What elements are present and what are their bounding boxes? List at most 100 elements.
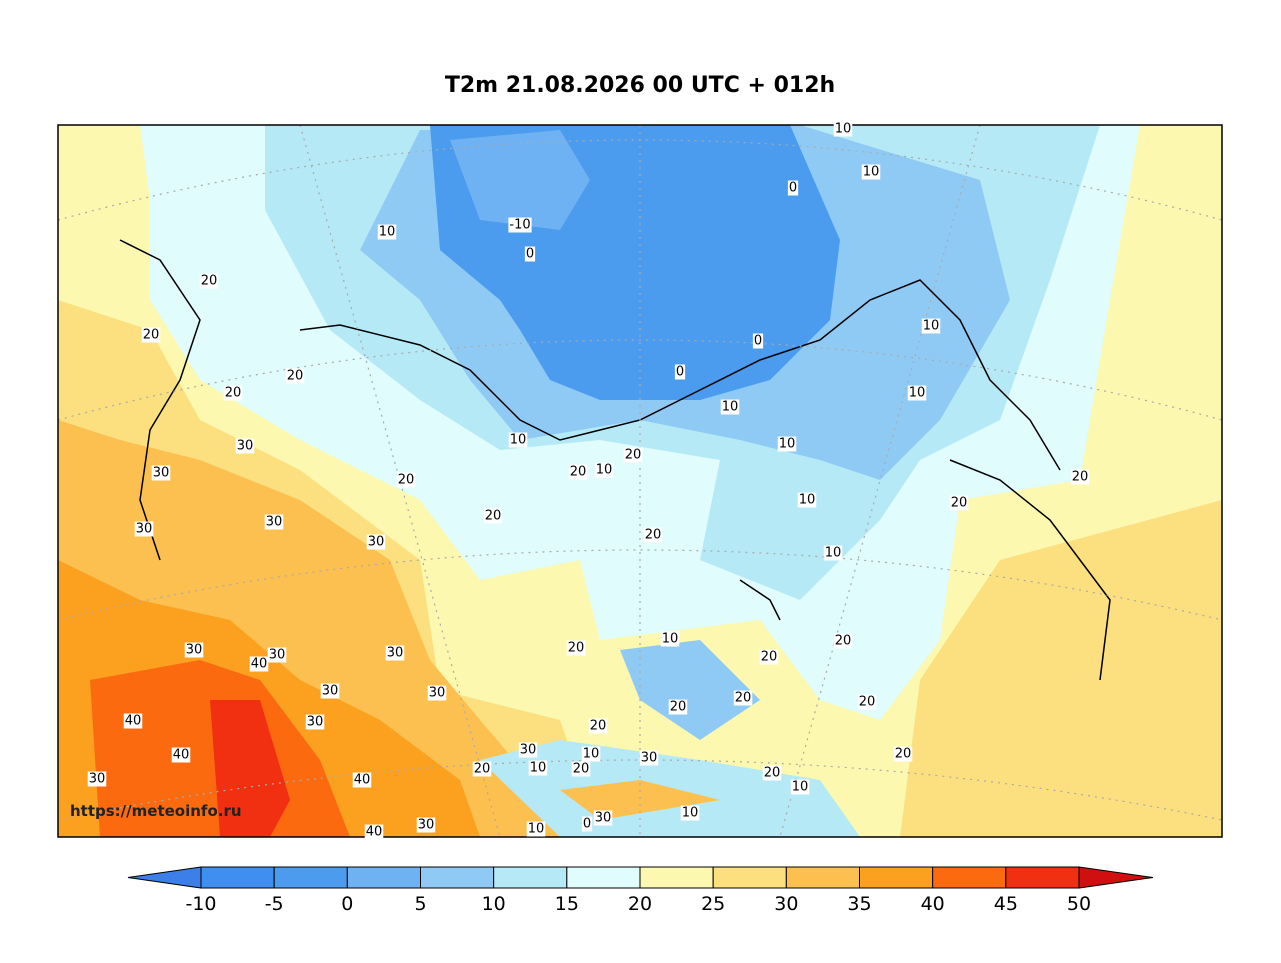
colorbar-tick-label: 5 <box>414 893 426 915</box>
contour-label: 30 <box>322 684 339 699</box>
contour-label-bg <box>427 685 447 701</box>
contour-label-bg <box>752 333 764 349</box>
contour-label: 20 <box>951 496 968 511</box>
contour-label-bg <box>674 364 686 380</box>
colorbar-segment <box>712 866 787 889</box>
contour-label: 30 <box>307 715 324 730</box>
colorbar-segment <box>420 866 495 889</box>
contour-label-bg <box>668 699 688 715</box>
contour-label-bg <box>528 760 548 776</box>
contour-label-bg <box>518 742 538 758</box>
contour-label: 20 <box>1072 470 1089 485</box>
contour-label-bg <box>171 747 191 763</box>
contour-label: 10 <box>379 225 396 240</box>
contour-label: 40 <box>125 714 142 729</box>
contour-label-bg <box>907 385 927 401</box>
colorbar-segment <box>639 866 714 889</box>
contour-label-bg <box>790 779 810 795</box>
contour-label: 30 <box>89 772 106 787</box>
contour-label: 10 <box>923 319 940 334</box>
colorbar-tick-label: -5 <box>265 893 284 915</box>
contour-label: 10 <box>799 493 816 508</box>
contour-label-bg <box>472 761 492 777</box>
contour-label: 20 <box>474 762 491 777</box>
contour-label-bg <box>833 633 853 649</box>
contour-label-bg <box>680 805 700 821</box>
contour-label-bg <box>823 545 843 561</box>
contour-label: 30 <box>387 646 404 661</box>
contour-label-bg <box>396 472 416 488</box>
contour-label: 20 <box>287 369 304 384</box>
contour-label-bg <box>235 438 255 454</box>
contour-label-bg <box>249 656 269 672</box>
contour-label: 30 <box>186 643 203 658</box>
contour-label-bg <box>508 217 532 233</box>
contour-label: 30 <box>429 686 446 701</box>
contour-label: 10 <box>530 761 547 776</box>
contour-label: 20 <box>735 691 752 706</box>
contour-label-bg <box>639 750 659 766</box>
contour-label-bg <box>949 495 969 511</box>
colorbar-arrow-high <box>1078 866 1154 889</box>
contour-label-bg <box>1070 469 1090 485</box>
contour-label: 20 <box>625 448 642 463</box>
contour-label: 30 <box>136 522 153 537</box>
colorbar-segment <box>932 866 1007 889</box>
contour-label-bg <box>777 436 797 452</box>
contour-label-bg <box>623 447 643 463</box>
contour-label-bg <box>87 771 107 787</box>
contour-label: 20 <box>859 695 876 710</box>
contour-label-bg <box>184 642 204 658</box>
contour-label-bg <box>526 821 546 837</box>
colorbar-tick-label: 45 <box>994 893 1018 915</box>
contour-label-bg <box>364 824 384 840</box>
contour-label-bg <box>759 649 779 665</box>
contour-label: 30 <box>269 648 286 663</box>
contour-label-bg <box>660 631 680 647</box>
map-frame <box>57 124 1223 838</box>
contour-label: 20 <box>761 650 778 665</box>
colorbar-tick-label: 0 <box>341 893 353 915</box>
contour-label: 20 <box>143 328 160 343</box>
colorbar-segment <box>859 866 934 889</box>
contour-label: 10 <box>909 386 926 401</box>
colorbar-tick-label: 30 <box>774 893 798 915</box>
contour-label-bg <box>267 647 287 663</box>
contour-label: 30 <box>418 818 435 833</box>
contour-label: 40 <box>251 657 268 672</box>
contour-label-bg <box>720 399 740 415</box>
contour-label-bg <box>264 514 284 530</box>
colorbar-segment <box>566 866 641 889</box>
contour-label-bg <box>199 273 219 289</box>
contour-label: 20 <box>201 274 218 289</box>
contour-label: 10 <box>596 463 613 478</box>
contour-label: 20 <box>570 465 587 480</box>
colorbar-segment <box>785 866 860 889</box>
contour-label: 10 <box>662 632 679 647</box>
contour-label: 40 <box>366 825 383 840</box>
contour-label: 30 <box>368 535 385 550</box>
contour-label: 20 <box>573 762 590 777</box>
contour-label-bg <box>377 224 397 240</box>
contour-label: 10 <box>528 822 545 837</box>
contour-label-bg <box>593 810 613 826</box>
contour-label: 0 <box>526 247 534 262</box>
contour-label-bg <box>566 640 586 656</box>
contour-label: 10 <box>835 122 852 137</box>
contour-label-bg <box>571 761 591 777</box>
colorbar-tick-label: 10 <box>482 893 506 915</box>
contour-label: 10 <box>863 165 880 180</box>
contour-label-bg <box>921 318 941 334</box>
contour-label-bg <box>733 690 753 706</box>
contour-label: 0 <box>789 181 797 196</box>
contour-label: 30 <box>641 751 658 766</box>
contour-label: 20 <box>398 473 415 488</box>
contour-label-bg <box>588 718 608 734</box>
contour-label-bg <box>141 327 161 343</box>
colorbar-arrow-low <box>127 866 202 889</box>
contour-label-bg <box>581 746 601 762</box>
contour-label-bg <box>833 121 853 137</box>
colorbar-tick-label: 25 <box>701 893 725 915</box>
contour-label: 30 <box>153 466 170 481</box>
